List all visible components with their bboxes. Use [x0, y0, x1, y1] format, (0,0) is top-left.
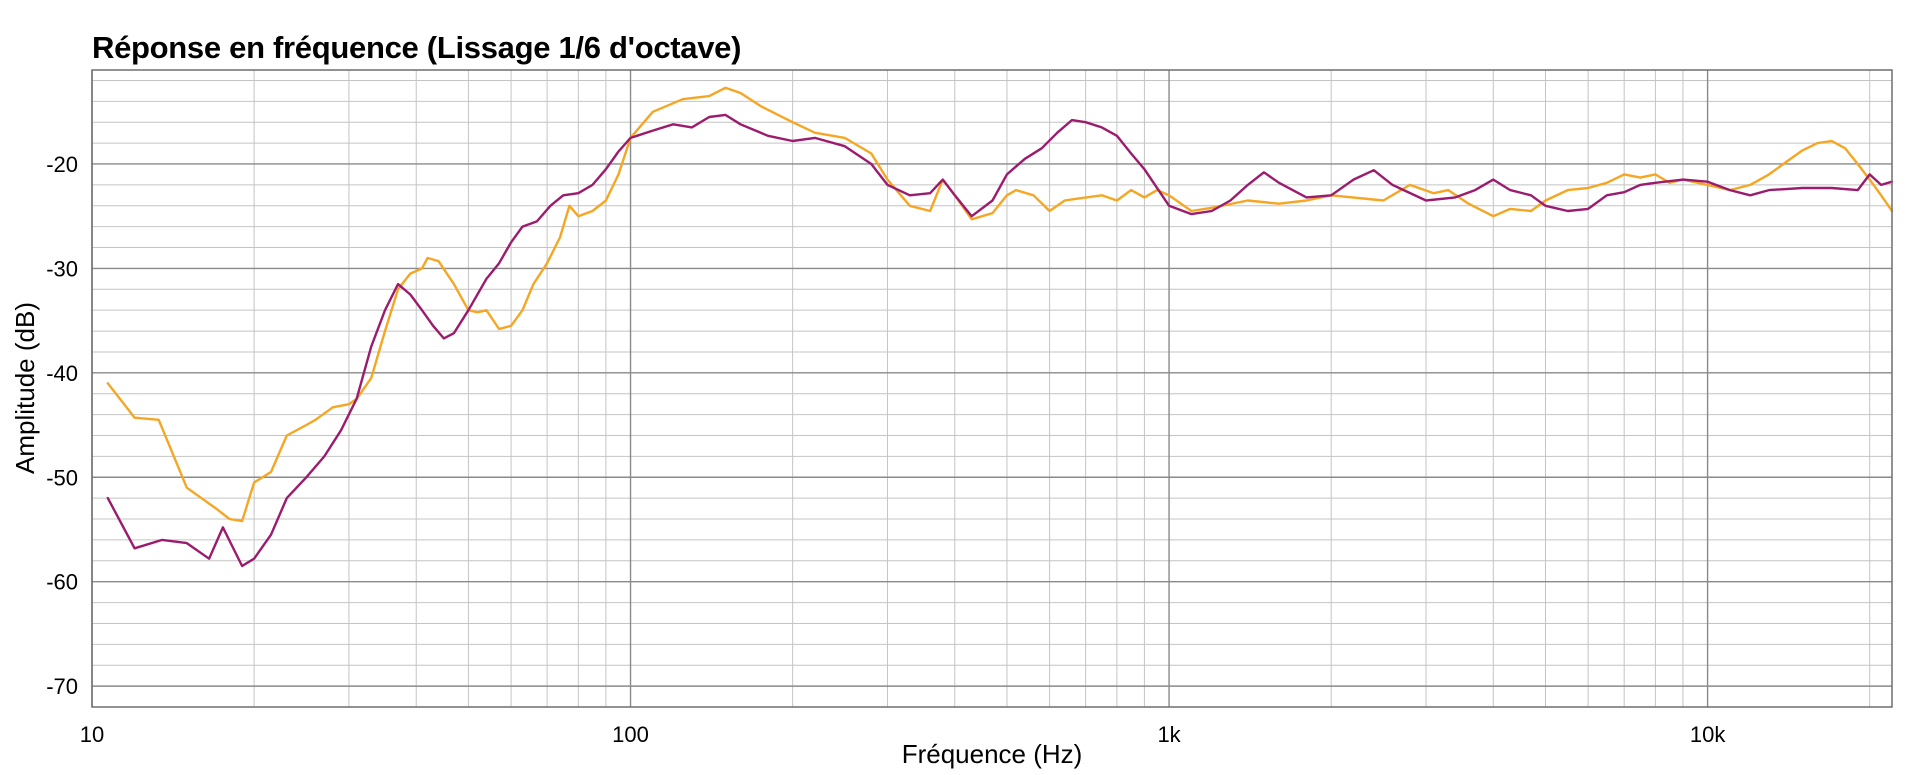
x-tick-label: 100 [612, 722, 649, 747]
series-line-2 [106, 113, 1894, 568]
y-tick-label: -60 [46, 570, 78, 595]
series-layer [106, 86, 1894, 568]
x-tick-label: 10k [1690, 722, 1726, 747]
y-tick-label: -70 [46, 674, 78, 699]
y-tick-label: -20 [46, 152, 78, 177]
x-tick-labels: 10 100 1k 10k [80, 722, 1727, 747]
y-tick-label: -30 [46, 256, 78, 281]
plot-frame [91, 69, 1893, 708]
y-axis-label: Amplitude (dB) [10, 302, 40, 474]
y-tick-labels: -20 -30 -40 -50 -60 -70 [46, 152, 78, 699]
y-tick-label: -50 [46, 465, 78, 490]
major-grid [91, 70, 1892, 707]
x-tick-label: 10 [80, 722, 104, 747]
x-tick-label: 1k [1157, 722, 1181, 747]
plot-background [92, 70, 1892, 707]
x-axis-label: Fréquence (Hz) [902, 739, 1083, 769]
y-tick-label: -40 [46, 361, 78, 386]
chart-title: Réponse en fréquence (Lissage 1/6 d'octa… [92, 30, 742, 65]
